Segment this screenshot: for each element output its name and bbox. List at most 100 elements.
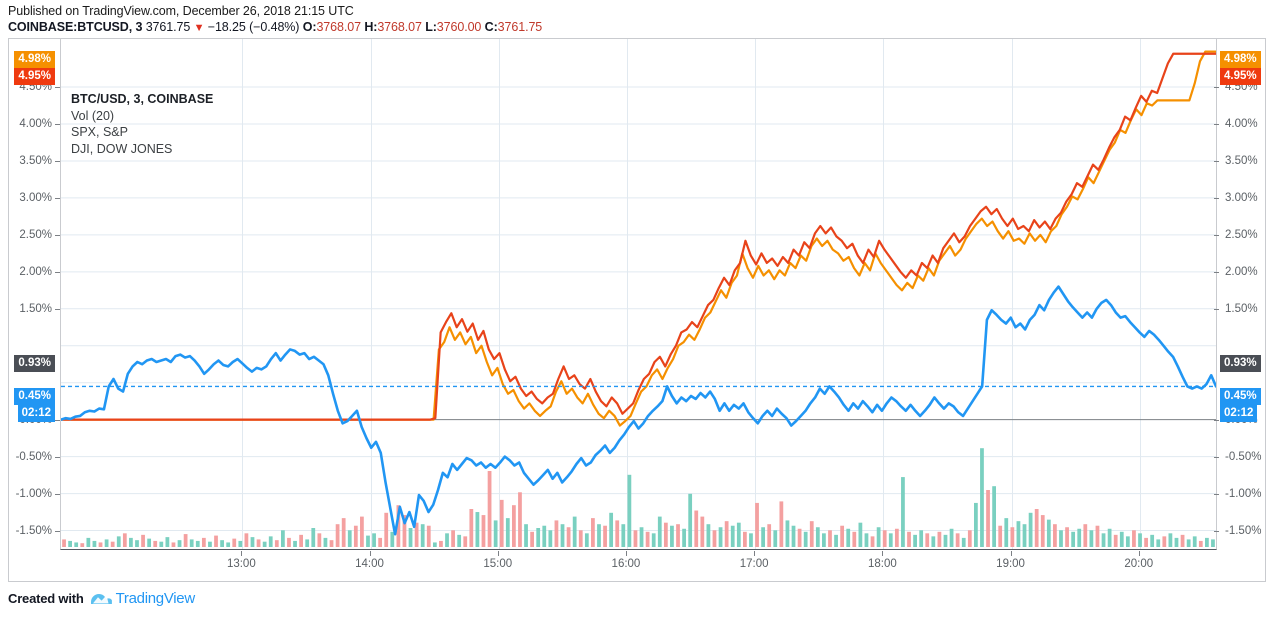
volume-bar <box>281 530 285 547</box>
chart-frame[interactable]: BTC/USD, 3, COINBASE Vol (20) SPX, S&P D… <box>8 38 1266 582</box>
volume-bar <box>195 540 200 547</box>
volume-bar <box>129 537 133 547</box>
low-value: 3760.00 <box>436 20 482 34</box>
change-value: −18.25 (−0.48%) <box>207 20 300 34</box>
volume-bar <box>104 539 109 547</box>
volume-bar <box>475 512 480 547</box>
volume-bar <box>1010 527 1015 547</box>
price-tick-mark <box>55 161 60 162</box>
volume-bar <box>645 531 650 547</box>
time-axis[interactable]: 13:00 14:00 15:00 16:00 17:00 18:00 19:00 20:00 <box>60 551 1217 581</box>
volume-bar <box>293 540 297 547</box>
price-tick-label: 3.00% <box>1225 191 1258 204</box>
dji-price-badge[interactable]: 4.98% <box>14 51 55 68</box>
price-axis-right[interactable]: 4.50%4.00%3.50%3.00%2.50%2.00%1.50%0.00%… <box>1214 39 1265 550</box>
volume-bar <box>171 542 176 547</box>
time-tick-label: 17:00 <box>739 558 769 570</box>
volume-bar <box>1180 534 1185 547</box>
time-tick-label: 14:00 <box>355 558 384 570</box>
chart-canvas <box>61 39 1216 549</box>
plot-area[interactable] <box>60 39 1217 550</box>
volume-bar <box>1174 537 1179 547</box>
time-tick-label: 16:00 <box>611 558 641 570</box>
volume-bar <box>201 537 206 547</box>
volume-bar <box>1028 512 1033 547</box>
time-tick-mark <box>626 551 627 556</box>
price-tick-label: 1.50% <box>19 302 52 315</box>
volume-bar <box>451 530 455 547</box>
volume-bar <box>876 527 881 547</box>
volume-bar <box>1132 530 1136 547</box>
volume-bar <box>882 530 887 547</box>
close-label: C: <box>484 20 498 34</box>
down-arrow-icon: ▼ <box>193 22 205 34</box>
volume-bar <box>439 540 443 547</box>
dji-price-badge[interactable]: 4.98% <box>1220 51 1261 68</box>
price-tick-mark <box>1214 531 1219 532</box>
tradingview-brand-label[interactable]: TradingView <box>115 590 196 607</box>
price-axis-left[interactable]: 4.50%4.00%3.50%3.00%2.50%2.00%1.50%0.00%… <box>9 39 60 550</box>
volume-bar <box>463 536 468 547</box>
volume-bar <box>299 534 303 547</box>
price-tick-mark <box>55 494 60 495</box>
volume-bar <box>1089 530 1094 547</box>
volume-bar <box>864 533 869 547</box>
volume-bar <box>1107 528 1112 547</box>
volume-bar <box>116 536 121 547</box>
symbol-label[interactable]: COINBASE:BTCUSD, 3 <box>8 20 143 34</box>
volume-bar <box>1040 515 1045 547</box>
volume-bar <box>432 542 437 547</box>
volume-bar <box>803 531 808 547</box>
time-tick-mark <box>1139 551 1140 556</box>
volume-badge[interactable]: 0.93% <box>14 355 55 372</box>
volume-bar <box>1192 536 1197 547</box>
footer: Created with TradingView <box>8 590 195 607</box>
volume-bar <box>870 536 875 547</box>
volume-bar <box>992 486 996 547</box>
volume-bar <box>214 535 218 547</box>
volume-bar <box>189 539 194 547</box>
countdown-badge[interactable]: 02:12 <box>17 405 55 422</box>
volume-bar <box>98 542 103 547</box>
open-value: 3768.07 <box>316 20 361 34</box>
volume-bar <box>670 525 674 547</box>
volume-bar <box>949 528 954 547</box>
volume-bar <box>147 538 152 547</box>
price-tick-mark <box>55 420 60 421</box>
volume-bar <box>341 518 346 547</box>
volume-bar <box>74 542 79 547</box>
price-tick-label: 1.50% <box>1225 302 1258 315</box>
volume-bar <box>1138 533 1142 547</box>
price-tick-mark <box>55 87 60 88</box>
volume-bar <box>165 537 170 547</box>
volume-bar <box>919 530 924 547</box>
volume-bar <box>335 524 340 547</box>
volume-bar <box>1095 525 1100 547</box>
time-tick-mark <box>241 551 242 556</box>
volume-bar <box>1156 539 1161 547</box>
countdown-badge[interactable]: 02:12 <box>1220 405 1258 422</box>
volume-bar <box>913 534 917 547</box>
volume-bar <box>524 524 528 547</box>
spx-price-badge[interactable]: 4.95% <box>1220 68 1261 85</box>
volume-bar <box>888 533 893 547</box>
volume-badge[interactable]: 0.93% <box>1220 355 1261 372</box>
volume-bar <box>92 540 97 547</box>
price-tick-mark <box>55 198 60 199</box>
volume-bar <box>122 533 127 547</box>
volume-bar <box>1022 524 1027 547</box>
price-tick-label: -0.50% <box>1225 450 1262 463</box>
open-label: O: <box>302 20 317 34</box>
low-label: L: <box>425 20 437 34</box>
volume-bar <box>621 524 626 547</box>
price-tick-mark <box>1214 494 1219 495</box>
volume-bar <box>724 521 729 547</box>
series-line <box>61 285 1216 536</box>
btc-price-badge[interactable]: 0.45% <box>1220 388 1261 405</box>
volume-bar <box>815 527 820 547</box>
volume-bar <box>791 525 796 547</box>
spx-price-badge[interactable]: 4.95% <box>14 68 55 85</box>
btc-price-badge[interactable]: 0.45% <box>14 388 55 405</box>
time-tick-label: 18:00 <box>867 558 897 570</box>
